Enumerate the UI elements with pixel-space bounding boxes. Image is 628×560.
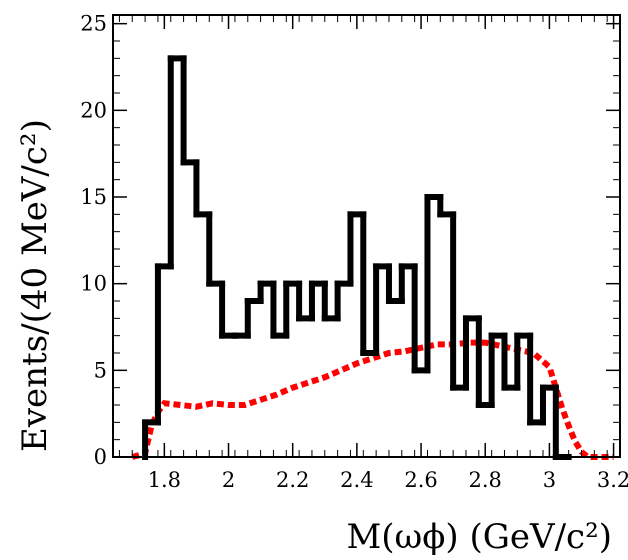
x-tick-label: 2.2 [276,468,309,492]
x-axis-title: M(ωϕ) (GeV/c²) [346,517,612,557]
plot-border [112,14,621,458]
black-histogram-layer [142,55,572,460]
x-tick-label: 1.8 [148,468,181,492]
y-tick-label: 5 [94,358,107,382]
x-tick-label: 3 [543,468,556,492]
x-tick-label: 3.2 [597,468,628,492]
y-tick-label: 10 [80,272,107,296]
axis-ticks [113,15,621,458]
y-tick-label: 0 [94,445,107,469]
y-tick-label: 15 [80,185,107,209]
y-tick-label: 25 [80,12,107,36]
x-tick-label: 2.4 [340,468,373,492]
x-tick-label: 2.6 [404,468,437,492]
x-tick-label: 2.8 [469,468,502,492]
plot-frame [112,14,621,458]
y-axis-title: Events/(40 MeV/c²) [15,119,55,452]
y-tick-label: 20 [80,98,107,122]
tick-labels: 1.8 2 2.2 2.4 2.6 2.8 3 3.2 0 5 10 15 20 25 [80,12,628,492]
x-tick-label: 2 [222,468,235,492]
